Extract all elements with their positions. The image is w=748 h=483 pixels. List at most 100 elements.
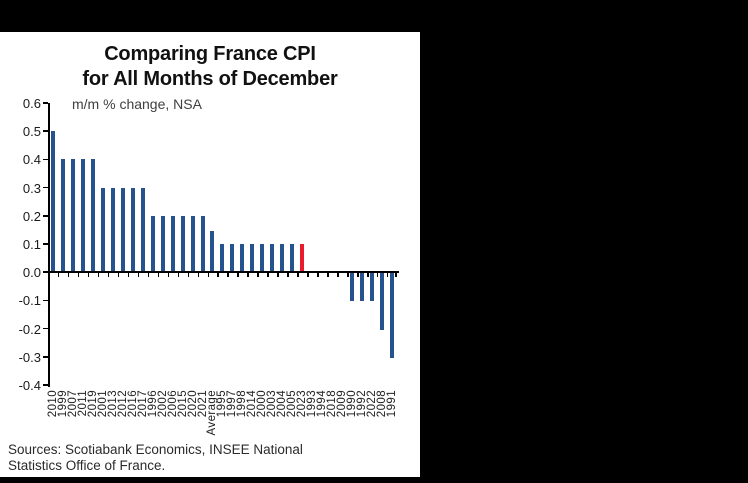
x-tick-mark [287,273,289,277]
bar-slot-2006: 2006 [167,103,179,417]
bar-2011 [80,159,85,273]
y-tick-label: -0.2 [18,321,41,337]
chart-title-line1: Comparing France CPI [104,43,316,65]
x-tick-mark [357,273,359,277]
bar-1990 [350,273,355,302]
source-note: Sources: Scotiabank Economics, INSEE Nat… [8,442,408,474]
chart-title: Comparing France CPI for All Months of D… [0,42,420,92]
x-tick-mark [137,273,140,277]
bar-1992 [360,273,365,302]
y-tick-label: 0.2 [22,208,41,224]
chart-title-line2: for All Months of December [82,68,338,90]
x-tick-mark [307,273,309,277]
bar-slot-2015: 2015 [177,103,189,417]
x-tick-mark [127,273,130,277]
bar-slot-Average: Average [206,103,218,435]
x-tick-mark [376,273,379,277]
bar-slot-2001: 2001 [97,103,109,417]
x-tick-mark [177,273,180,277]
x-tick-mark [227,273,229,277]
bar-2014 [250,244,255,273]
bar-2012 [120,187,125,273]
bar-slot-1999: 1999 [57,103,69,417]
bar-slot-2007: 2007 [67,103,79,417]
y-tick-label: 0.0 [22,265,41,281]
bar-1991 [389,273,394,358]
bar-slot-1997: 1997 [226,103,238,417]
y-tick-label: 0.6 [22,96,41,111]
bar-slot-2005: 2005 [286,103,298,417]
x-tick-mark [217,273,219,277]
bar-slot-2022: 2022 [366,103,378,417]
bar-Average [210,231,215,273]
x-tick-mark [277,273,279,277]
bar-slot-2016: 2016 [127,103,139,417]
bar-slot-2012: 2012 [117,103,129,417]
bar-2002 [160,215,165,273]
bar-slot-2000: 2000 [256,103,268,417]
y-tick-label: 0.4 [22,152,41,168]
y-tick-label: -0.4 [18,378,41,393]
bar-slot-1991: 1991 [386,103,398,417]
bar-2015 [180,215,185,273]
bar-slot-1990: 1990 [346,103,358,417]
x-tick-mark [97,273,100,277]
bar-slot-1993: 1993 [306,103,318,417]
bar-2019 [90,159,95,273]
y-tick-mark [43,271,48,273]
bar-2004 [280,244,285,273]
x-tick-mark [67,273,70,277]
y-tick-mark [43,215,48,217]
bar-2007 [70,159,75,273]
x-tick-mark [237,273,239,277]
bar-2003 [270,244,275,273]
y-tick-label: 0.5 [22,124,41,140]
x-tick-mark [87,273,90,277]
bar-slot-1994: 1994 [316,103,328,417]
x-axis-line [48,271,399,274]
y-tick-mark [43,384,48,386]
bar-2023 [300,244,305,273]
bar-slot-1996: 1996 [147,103,159,417]
bar-slot-2003: 2003 [266,103,278,417]
bar-slot-2021: 2021 [197,103,209,417]
bar-slot-2020: 2020 [187,103,199,417]
y-tick-mark [43,130,48,132]
bar-series: 2010 1999 2007 2011 2019 2001 2013 2012 2016 2017… [47,103,398,435]
y-tick-label: 0.1 [22,237,41,252]
y-tick-mark [43,243,48,245]
x-tick-mark [257,273,259,277]
chart-subtitle: m/m % change, NSA [72,96,202,112]
bar-slot-1995: 1995 [216,103,228,417]
bar-2016 [130,187,135,273]
x-tick-mark [367,273,369,277]
bar-2022 [369,273,374,302]
bar-2006 [170,215,175,273]
bar-slot-2002: 2002 [157,103,169,417]
bar-2020 [190,215,195,273]
x-tick-mark [157,273,160,277]
y-axis-line [48,103,50,387]
bar-slot-2014: 2014 [246,103,258,417]
x-tick-mark [207,273,209,277]
bar-1996 [150,215,155,273]
bar-slot-1992: 1992 [356,103,368,417]
bar-slot-2009: 2009 [336,103,348,417]
y-tick-mark [43,186,48,189]
y-tick-mark [43,158,48,161]
bar-slot-2010: 2010 [47,103,59,417]
bar-2017 [140,187,145,273]
x-tick-mark [77,273,80,277]
x-tick-mark [48,273,50,277]
y-tick-mark [43,299,48,302]
x-tick-mark [347,273,349,277]
bar-1997 [230,244,235,273]
source-line1: Sources: Scotiabank Economics, INSEE Nat… [8,442,303,457]
y-tick-mark [43,327,48,330]
chart-panel: Comparing France CPI for All Months of D… [0,32,420,477]
bar-slot-2018: 2018 [326,103,338,417]
x-tick-mark [57,273,60,277]
bar-2005 [290,244,295,273]
x-tick-mark [107,273,110,277]
